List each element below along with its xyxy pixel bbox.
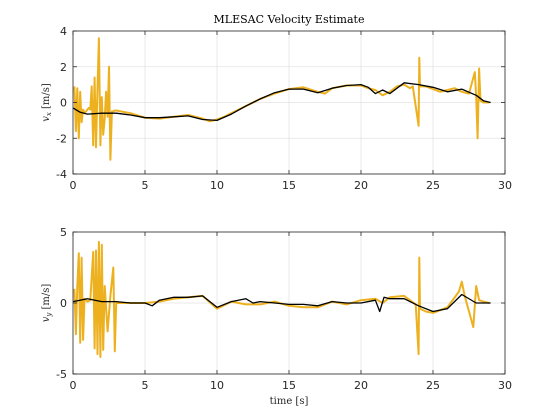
y-tick-label: -2	[56, 132, 67, 145]
x-tick-label: 10	[210, 179, 224, 192]
x-tick-label: 30	[498, 379, 512, 392]
y-tick-label: 4	[60, 25, 67, 38]
series-line-estimate	[72, 82, 491, 122]
x-tick-label: 20	[354, 379, 368, 392]
y-axis-label: vy [m/s]	[41, 284, 53, 323]
y-axis-label: vx [m/s]	[41, 83, 53, 122]
y-tick-label: 0	[60, 297, 67, 310]
y-tick-label: 2	[60, 61, 67, 74]
x-tick-label: 5	[142, 379, 149, 392]
series-line-measurement	[73, 37, 490, 161]
x-tick-label: 5	[142, 179, 149, 192]
x-axis-label: time [s]	[270, 396, 309, 407]
x-tick-label: 25	[426, 379, 440, 392]
x-tick-label: 15	[282, 379, 296, 392]
x-tick-label: 0	[70, 379, 77, 392]
chart-title: MLESAC Velocity Estimate	[214, 13, 365, 26]
y-tick-label: -5	[56, 368, 67, 381]
y-tick-label: -4	[56, 168, 67, 181]
x-tick-label: 0	[70, 179, 77, 192]
x-tick-label: 10	[210, 379, 224, 392]
y-tick-label: 5	[60, 226, 67, 239]
series-line-estimate	[72, 293, 491, 313]
x-tick-label: 30	[498, 179, 512, 192]
velocity-x-axes: 0 5 10 15 20 25 30 -4 -2 0 2 4 MLESAC Velocity Estim…	[41, 13, 512, 192]
y-tick-label: 0	[60, 97, 67, 110]
x-tick-label: 15	[282, 179, 296, 192]
x-tick-label: 25	[426, 179, 440, 192]
x-tick-label: 20	[354, 179, 368, 192]
